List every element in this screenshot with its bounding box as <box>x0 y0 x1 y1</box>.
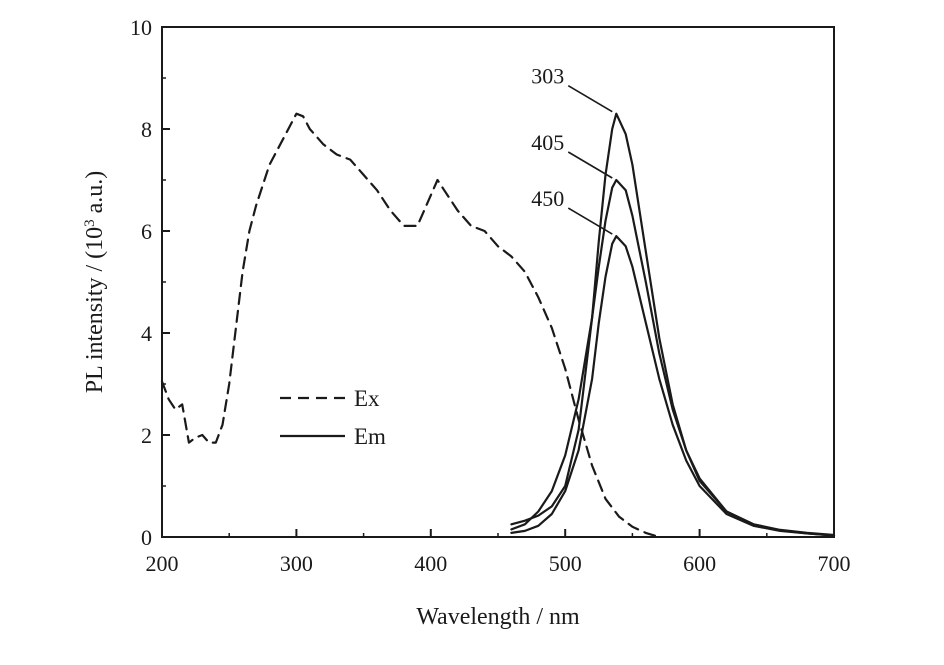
x-tick-label: 600 <box>683 551 716 576</box>
legend: Ex Em <box>280 386 386 449</box>
x-tick-label: 500 <box>549 551 582 576</box>
x-axis-ticks: 200 300 400 500 600 700 <box>146 529 851 576</box>
legend-label-ex: Ex <box>354 386 380 411</box>
x-axis-title: Wavelength / nm <box>416 604 580 630</box>
y-tick-label: 6 <box>141 219 152 244</box>
series-layer <box>160 112 836 539</box>
x-tick-label: 400 <box>414 551 447 576</box>
callout-label-450: 450 <box>531 186 564 211</box>
y-tick-label: 2 <box>141 423 152 448</box>
callout-leader-450 <box>567 207 613 235</box>
series-line-ex <box>160 112 661 539</box>
y-axis-ticks: 0 2 4 6 8 10 <box>130 15 170 550</box>
callout-leader-303 <box>567 85 613 113</box>
y-tick-label: 8 <box>141 117 152 142</box>
series-line-em-450 <box>510 235 836 537</box>
callout-layer: 303 405 450 <box>531 64 613 235</box>
x-tick-label: 200 <box>146 551 179 576</box>
x-tick-label: 300 <box>280 551 313 576</box>
y-tick-label: 10 <box>130 15 152 40</box>
plot-frame <box>161 26 835 538</box>
x-tick-label: 700 <box>818 551 851 576</box>
y-axis-title-superscript: 3 <box>82 219 98 227</box>
y-tick-label: 0 <box>141 525 152 550</box>
callout-label-303: 303 <box>531 64 564 89</box>
legend-label-em: Em <box>354 424 386 449</box>
callout-leader-405 <box>567 151 613 179</box>
y-tick-label: 4 <box>141 321 152 346</box>
series-line-em-405 <box>510 178 836 537</box>
callout-label-405: 405 <box>531 130 564 155</box>
y-axis-title: PL intensity / (103 a.u.) <box>82 171 108 394</box>
